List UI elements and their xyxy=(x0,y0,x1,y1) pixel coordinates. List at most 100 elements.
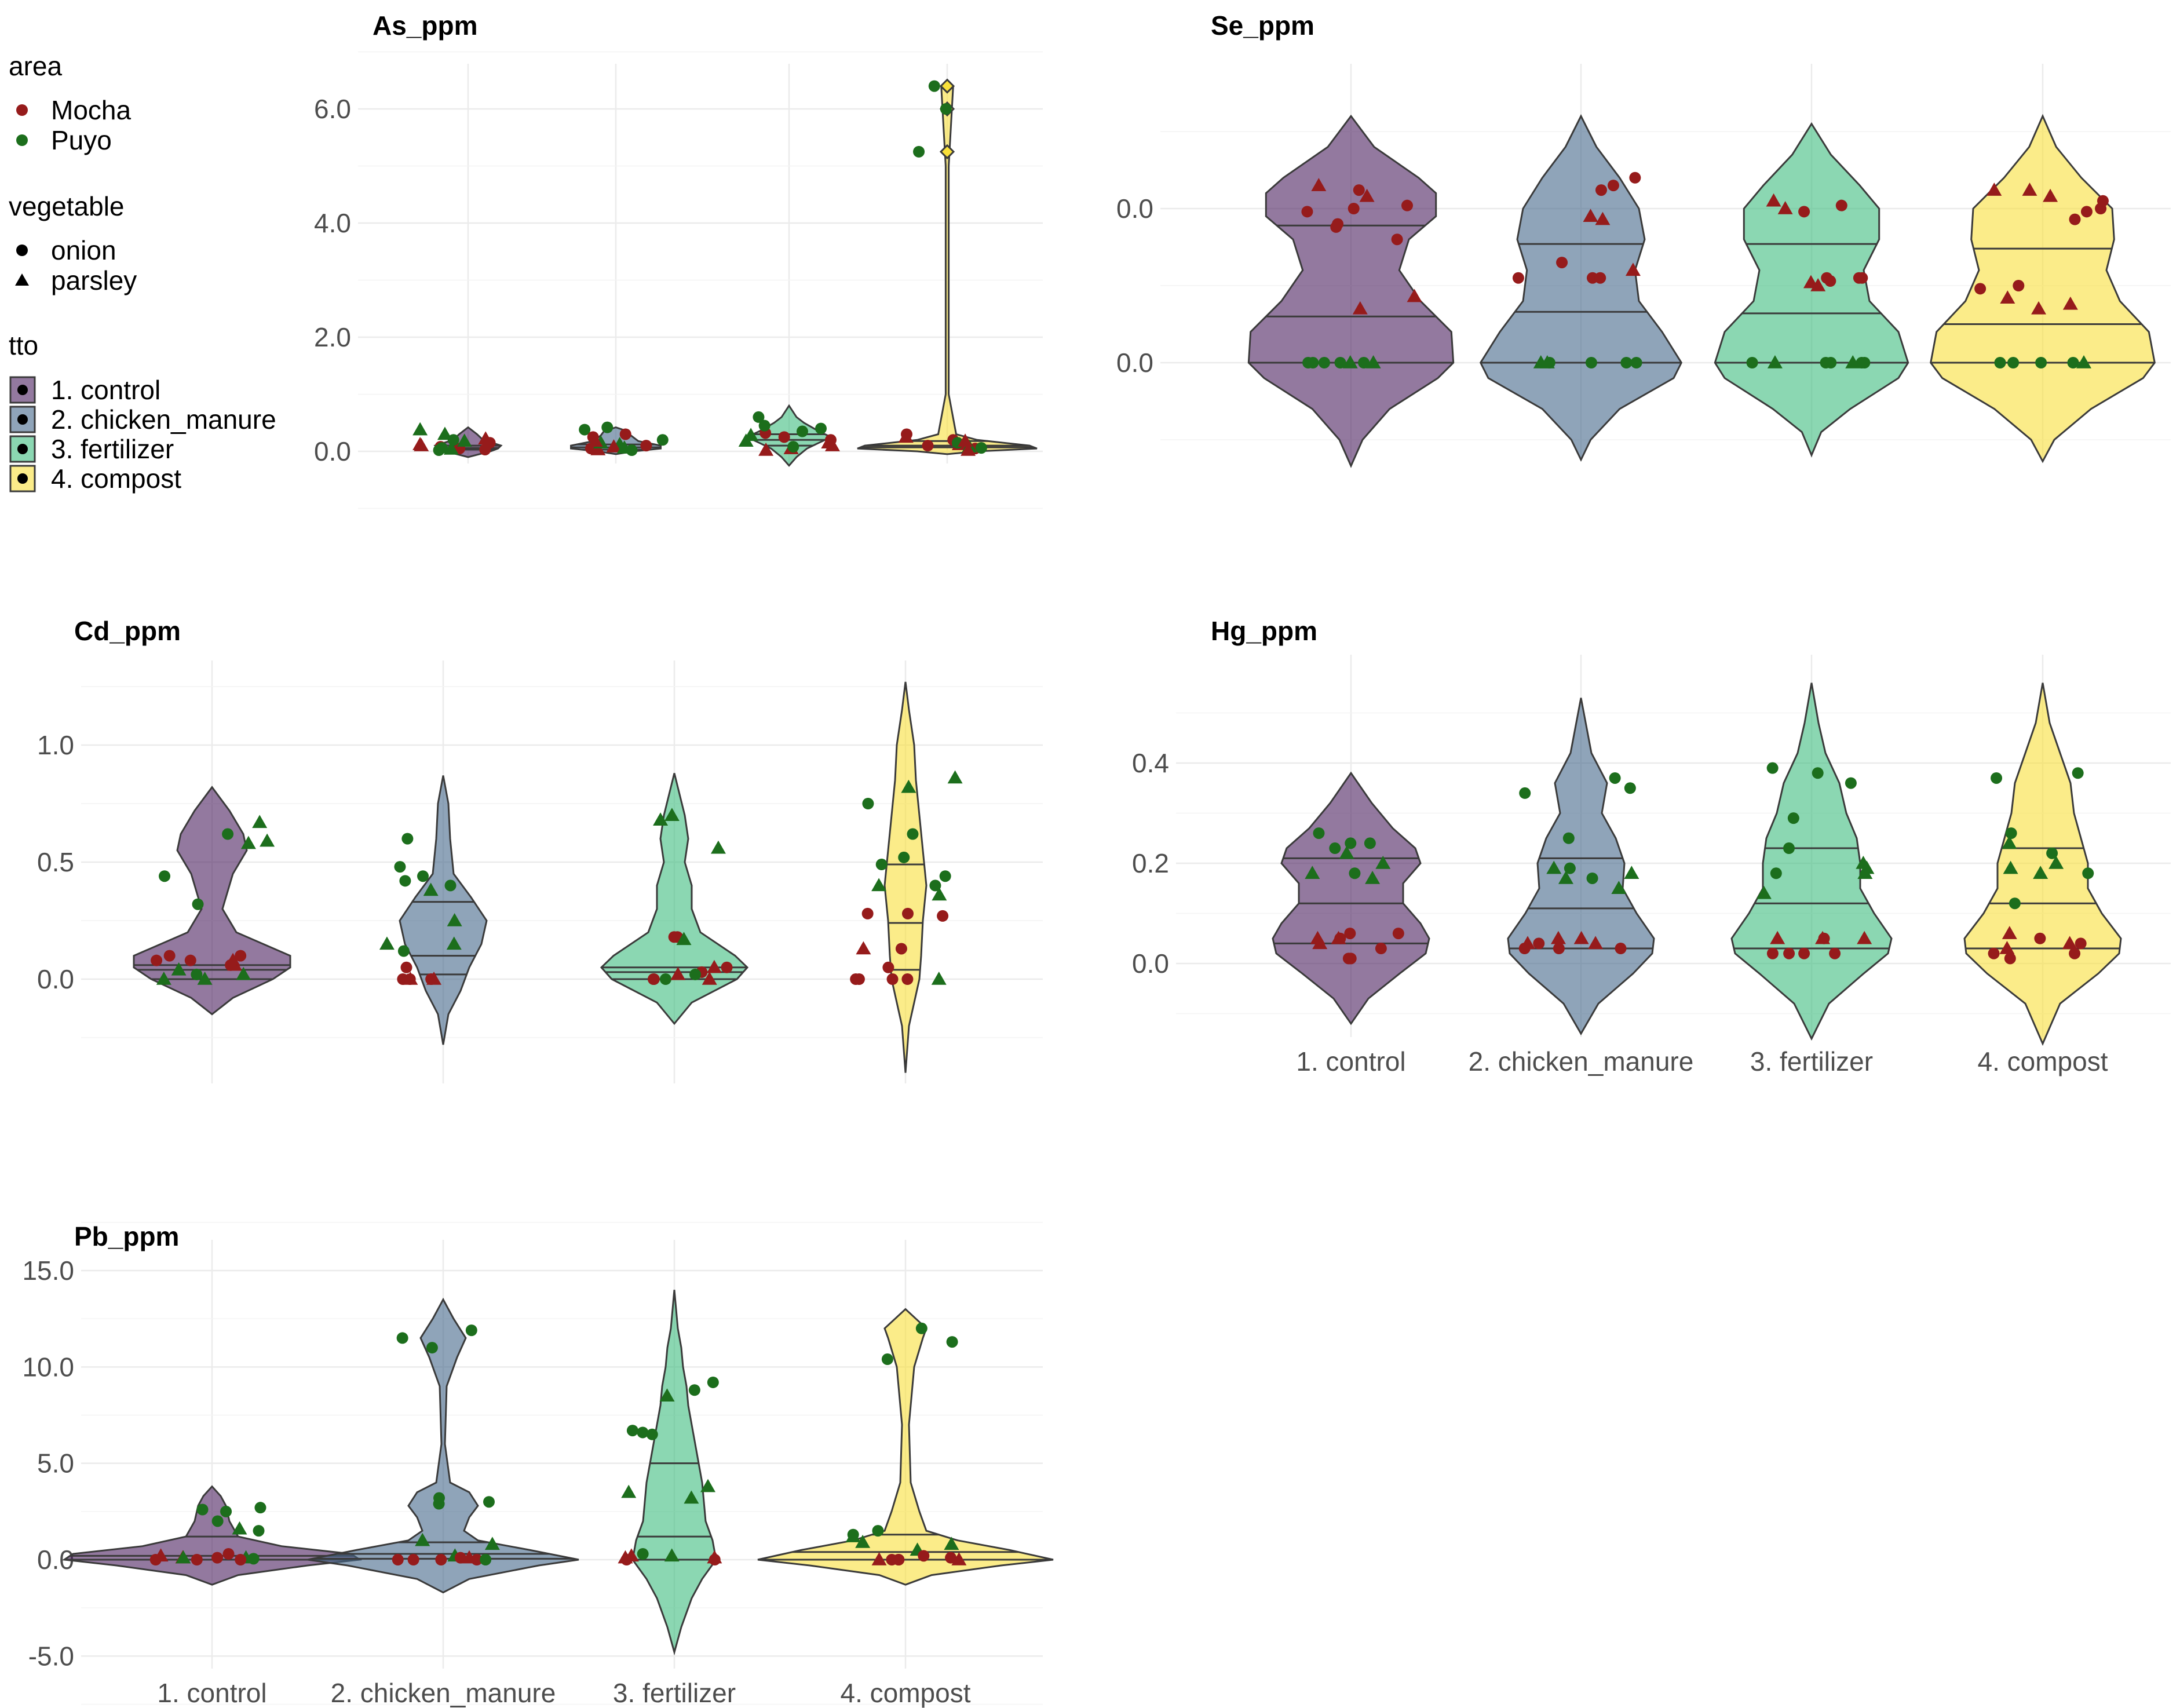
point-puyo-onion xyxy=(1624,782,1636,794)
violin-3 xyxy=(1730,683,1893,1041)
y-tick-label: 6.0 xyxy=(314,94,351,124)
point-puyo-onion xyxy=(929,879,941,892)
legend-key-dot xyxy=(17,473,28,484)
point-puyo-onion xyxy=(2009,897,2021,910)
point-mocha-parsley xyxy=(2062,296,2078,310)
point-puyo-parsley xyxy=(236,966,251,980)
point-mocha-onion xyxy=(184,954,196,966)
panel-title: Se_ppm xyxy=(1211,10,1314,41)
point-puyo-parsley xyxy=(1558,870,1573,884)
point-mocha-parsley xyxy=(1999,941,2015,954)
y-tick-label: 4.0 xyxy=(314,208,351,238)
point-puyo-onion xyxy=(1586,872,1598,884)
legend-key-onion xyxy=(16,244,28,256)
point-mocha-parsley xyxy=(1588,936,1604,950)
point-mocha-parsley xyxy=(961,443,976,456)
point-mocha-parsley xyxy=(2022,183,2037,196)
point-mocha-parsley xyxy=(758,443,774,456)
point-mocha-onion xyxy=(235,950,247,962)
violin-4 xyxy=(757,1308,1054,1586)
point-puyo-parsley xyxy=(1845,355,1861,368)
point-mocha-parsley xyxy=(1595,211,1611,225)
legend-label-mocha: Mocha xyxy=(51,95,131,125)
point-puyo-onion xyxy=(465,1324,477,1337)
point-puyo-parsley xyxy=(738,433,754,447)
panel-Cd_ppm: 0.0 0.5 1.0 Cd_ppm xyxy=(37,616,1043,1083)
legend-label-tto-4: 4. compost xyxy=(51,464,181,494)
panel-Hg_ppm: 0.0 0.2 0.4 Hg_ppm 1. control 2. chicken_manu… xyxy=(1132,616,2171,1076)
point-mocha-parsley xyxy=(2062,936,2077,950)
point-puyo-parsley xyxy=(2003,860,2018,874)
point-mocha-parsley xyxy=(1312,936,1328,950)
point-mocha-onion xyxy=(1345,952,1357,965)
point-puyo-onion xyxy=(399,875,411,887)
legend-key-dot xyxy=(17,444,28,454)
point-puyo-parsley xyxy=(2076,355,2091,368)
point-mocha-onion xyxy=(648,973,660,985)
y-tick-label: 0.5 xyxy=(37,847,74,877)
x-tick-label: 1. control xyxy=(157,1678,266,1708)
point-puyo-onion xyxy=(1812,767,1824,779)
point-mocha-onion xyxy=(1512,272,1524,284)
point-puyo-onion xyxy=(753,411,765,423)
point-mocha-parsley xyxy=(1573,930,1589,944)
point-mocha-onion xyxy=(922,440,934,452)
point-mocha-onion xyxy=(886,1554,898,1565)
violin-1 xyxy=(1272,771,1430,1025)
point-puyo-onion xyxy=(2067,357,2079,368)
point-mocha-onion xyxy=(918,1550,930,1562)
legend-label-parsley: parsley xyxy=(51,265,137,295)
point-puyo-onion xyxy=(1991,772,2003,784)
panel-Se_ppm: 0.0 0.0 Se_ppm xyxy=(1116,10,2171,468)
point-puyo-parsley xyxy=(232,1521,247,1535)
violin-1 xyxy=(133,786,291,1016)
point-puyo-onion xyxy=(1562,832,1575,844)
point-puyo-onion xyxy=(1783,842,1795,855)
point-mocha-parsley xyxy=(951,1552,967,1565)
point-mocha-onion xyxy=(1629,171,1641,184)
point-puyo-onion xyxy=(579,424,591,436)
point-mocha-onion xyxy=(937,910,949,922)
point-mocha-onion xyxy=(2034,932,2046,944)
point-puyo-onion xyxy=(940,103,952,115)
point-mocha-parsley xyxy=(821,435,837,448)
point-puyo-parsley xyxy=(1365,870,1381,884)
point-puyo-onion xyxy=(211,1515,224,1527)
point-mocha-parsley xyxy=(2002,926,2017,939)
point-mocha-parsley xyxy=(2043,188,2058,202)
point-puyo-onion xyxy=(646,1428,658,1440)
point-mocha-onion xyxy=(901,907,914,919)
point-mocha-onion xyxy=(470,1554,483,1565)
point-mocha-parsley xyxy=(2000,290,2015,304)
legend-key-parsley xyxy=(15,273,29,286)
point-puyo-parsley xyxy=(1767,355,1783,368)
point-mocha-onion xyxy=(1853,272,1865,284)
legend-label-tto-1: 1. control xyxy=(51,375,160,405)
point-mocha-onion xyxy=(235,1554,247,1565)
point-puyo-onion xyxy=(946,1336,958,1348)
point-puyo-onion xyxy=(483,1496,495,1508)
point-mocha-parsley xyxy=(1777,201,1793,214)
violin-2 xyxy=(1507,698,1655,1036)
point-mocha-onion xyxy=(721,961,733,973)
point-puyo-parsley xyxy=(931,972,947,985)
point-puyo-onion xyxy=(637,1426,649,1439)
point-puyo-parsley xyxy=(176,1550,191,1564)
point-mocha-parsley xyxy=(606,439,622,452)
point-mocha-parsley xyxy=(414,438,429,451)
point-mocha-onion xyxy=(886,973,899,985)
point-puyo-parsley xyxy=(447,913,462,926)
point-puyo-parsley xyxy=(1611,881,1627,894)
point-mocha-parsley xyxy=(1520,936,1536,950)
point-puyo-parsley xyxy=(653,812,669,826)
y-tick-label: 15.0 xyxy=(22,1256,74,1286)
point-puyo-parsley xyxy=(1857,866,1873,879)
point-mocha-onion xyxy=(945,1552,957,1564)
y-tick-label: 5.0 xyxy=(37,1448,74,1479)
violin-1 xyxy=(61,1485,363,1586)
point-mocha-parsley xyxy=(1810,278,1826,291)
violin-3 xyxy=(600,773,749,1025)
x-tick-label: 4. compost xyxy=(841,1678,971,1708)
point-puyo-onion xyxy=(1609,772,1621,784)
